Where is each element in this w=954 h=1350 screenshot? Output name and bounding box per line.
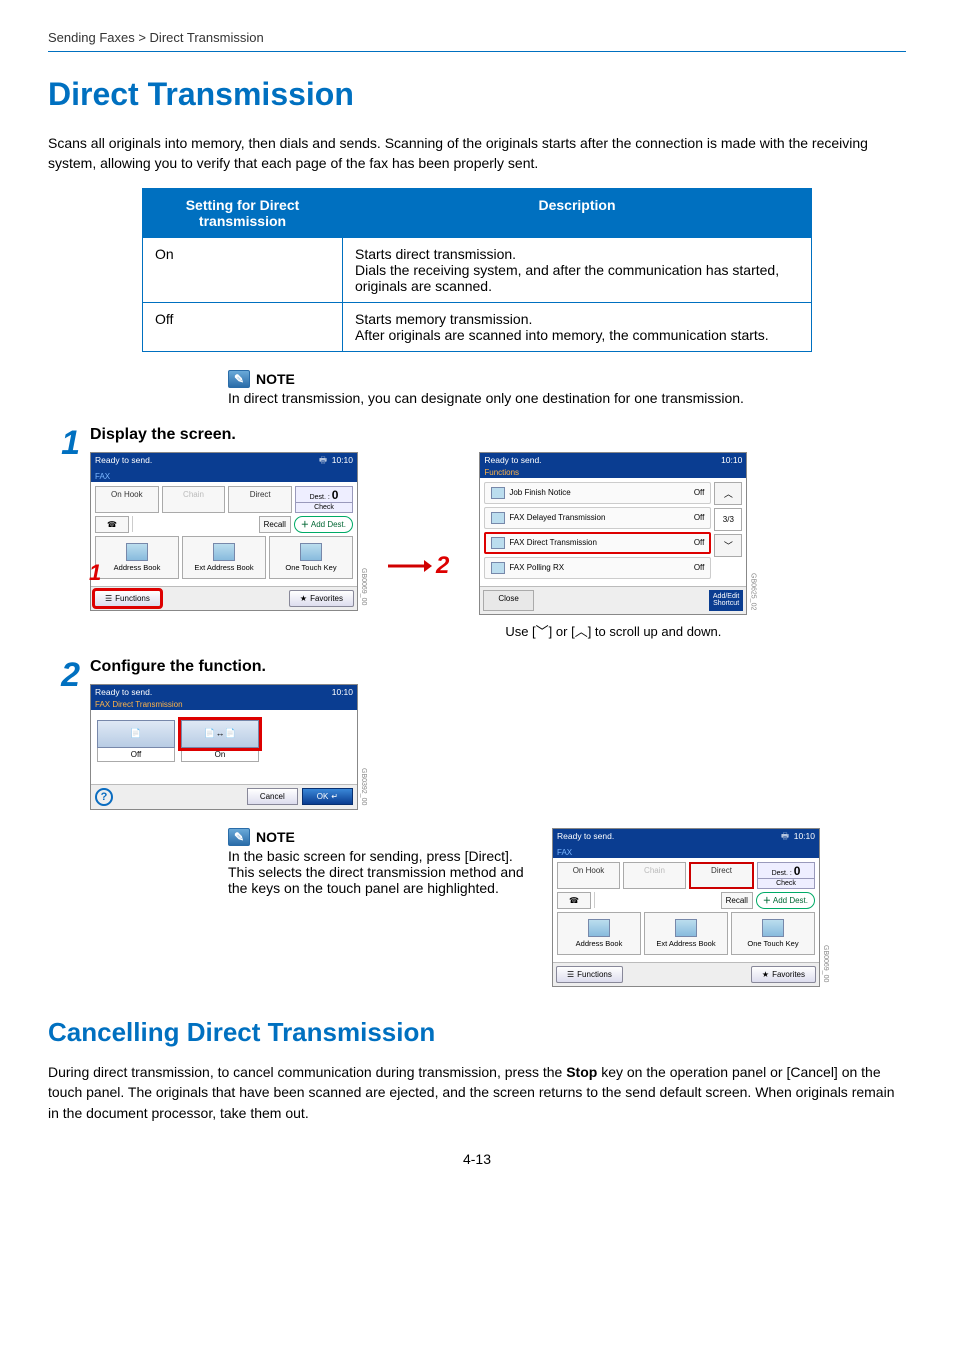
callout-1: 1 [89,560,101,586]
step-number: 1 [48,426,90,460]
clock: 10:10 [332,455,353,465]
add-dest-button[interactable]: ＋Add Dest. [294,516,353,533]
screen-id: GB0392_00 [360,768,367,805]
recall-button[interactable]: Recall [259,516,291,533]
note-text: In the basic screen for sending, press [… [228,848,528,896]
list-item[interactable]: FAX Delayed TransmissionOff [484,507,711,529]
ok-button[interactable]: OK ↵ [302,788,353,805]
direct-button[interactable]: Direct [228,486,292,513]
step-title: Configure the function. [90,658,906,676]
help-icon[interactable]: ? [95,788,113,806]
chain-button[interactable]: Chain [623,862,686,889]
off-option[interactable]: 📄Off [97,720,175,762]
list-item[interactable]: FAX Polling RXOff [484,557,711,579]
check-button[interactable]: Check [758,878,814,887]
note-block-2: ✎ NOTE In the basic screen for sending, … [228,828,906,987]
direct-tx-config-screen: Ready to send. 10:10 FAX Direct Transmiss… [90,684,358,810]
favorites-button[interactable]: ★ Favorites [289,590,354,607]
recall-button[interactable]: Recall [721,892,753,909]
functions-button[interactable]: ☰ Functions [94,590,161,607]
cancel-body: During direct transmission, to cancel co… [48,1062,906,1123]
note-label: NOTE [256,371,295,387]
fax-send-screen: 1 Ready to send. 🖶 10:10 FAX On Hook Cha… [90,452,358,611]
intro-text: Scans all originals into memory, then di… [48,133,906,174]
phone-icon[interactable]: ☎ [95,516,129,533]
screen-id: GB0625_02 [749,573,756,610]
functions-button[interactable]: ☰ Functions [556,966,623,983]
clock: 10:10 [332,687,353,697]
on-option[interactable]: 📄↔📄On [181,720,259,762]
clock: 10:10 [794,831,815,841]
favorites-button[interactable]: ★ Favorites [751,966,816,983]
cell: Starts memory transmission. After origin… [343,302,812,351]
step-number: 2 [48,658,90,692]
note-icon: ✎ [228,370,250,388]
cancel-button[interactable]: Cancel [247,788,298,805]
callout-2: 2 [436,552,449,580]
screen-id: GB0069_00 [360,568,367,605]
ext-address-book-tab[interactable]: Ext Address Book [182,536,266,579]
th-desc: Description [343,188,812,237]
scroll-caption: Use [﹀] or [︿] to scroll up and down. [479,621,747,640]
pager: 3/3 [714,508,742,531]
note-block: ✎ NOTE In direct transmission, you can d… [228,370,906,406]
direct-button[interactable]: Direct [689,862,754,889]
note-text: In direct transmission, you can designat… [228,390,906,406]
settings-table: Setting for Direct transmission Descript… [142,188,812,352]
step-2: 2 Configure the function. Ready to send.… [48,658,906,810]
add-edit-shortcut-button[interactable]: Add/Edit Shortcut [709,590,743,611]
status-text: Ready to send. [95,455,152,469]
screen-id: GB0069_00 [822,945,829,982]
screen-sub: FAX Direct Transmission [91,699,357,710]
page-number: 4-13 [48,1151,906,1167]
list-item[interactable]: Job Finish NoticeOff [484,482,711,504]
clock: 10:10 [721,455,742,465]
list-item-direct-tx[interactable]: FAX Direct TransmissionOff [484,532,711,554]
cancel-heading: Cancelling Direct Transmission [48,1017,906,1048]
close-button[interactable]: Close [483,590,533,611]
address-book-tab[interactable]: Address Book [95,536,179,579]
scroll-up-button[interactable]: ︿ [714,482,742,505]
dest-box: Dest. : 0 Check [757,862,815,889]
on-hook-button[interactable]: On Hook [557,862,620,889]
status-text: Ready to send. [557,831,614,845]
polling-icon [491,562,505,574]
chain-button[interactable]: Chain [162,486,226,513]
cell: Off [143,302,343,351]
ext-address-book-tab[interactable]: Ext Address Book [644,912,728,955]
fax-send-screen-highlighted: Ready to send. 🖶 10:10 FAX On Hook Chain… [552,828,820,987]
breadcrumb: Sending Faxes > Direct Transmission [48,30,906,45]
flow-arrow: 2 [388,552,449,580]
page-title: Direct Transmission [48,76,906,113]
status-text: Ready to send. [95,687,152,697]
divider [48,51,906,52]
screen-sub: Functions [480,467,746,478]
step-1: 1 Display the screen. 1 Ready to send. 🖶… [48,426,906,640]
one-touch-key-tab[interactable]: One Touch Key [269,536,353,579]
note-icon: ✎ [228,828,250,846]
screen-sub: FAX [553,847,819,858]
check-button[interactable]: Check [296,502,352,511]
table-row: On Starts direct transmission. Dials the… [143,237,812,302]
step-title: Display the screen. [90,426,906,444]
dest-box: Dest. : 0 Check [295,486,353,513]
screen-sub: FAX [91,471,357,482]
status-text: Ready to send. [484,455,541,465]
one-touch-key-tab[interactable]: One Touch Key [731,912,815,955]
on-hook-button[interactable]: On Hook [95,486,159,513]
clock-icon [491,512,505,524]
functions-list-screen: Ready to send. 10:10 Functions Job Finish… [479,452,747,615]
address-book-tab[interactable]: Address Book [557,912,641,955]
add-dest-button[interactable]: ＋Add Dest. [756,892,815,909]
cell: Starts direct transmission. Dials the re… [343,237,812,302]
note-label: NOTE [256,829,295,845]
scroll-down-button[interactable]: ﹀ [714,534,742,557]
table-row: Off Starts memory transmission. After or… [143,302,812,351]
phone-icon[interactable]: ☎ [557,892,591,909]
th-setting: Setting for Direct transmission [143,188,343,237]
direct-icon [491,537,505,549]
cell: On [143,237,343,302]
notice-icon [491,487,505,499]
